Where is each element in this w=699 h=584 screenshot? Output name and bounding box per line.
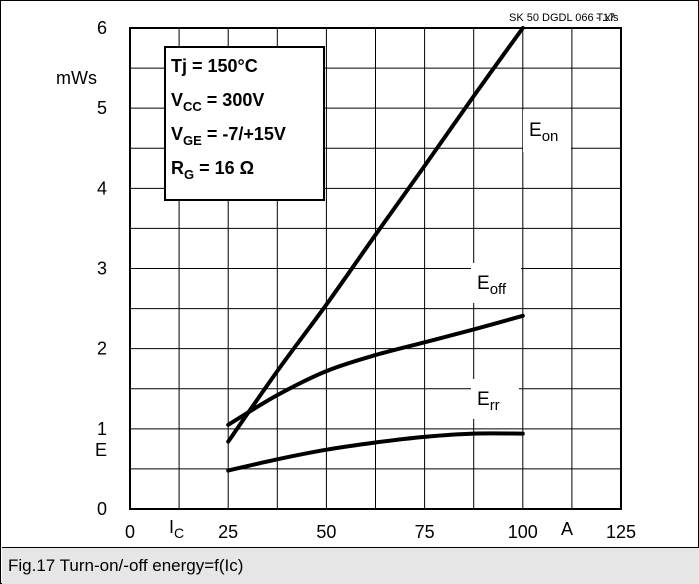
x-tick-label: 50 [316, 522, 336, 542]
y-tick-label: 1 [97, 419, 107, 439]
y-tick-label: 4 [97, 178, 107, 198]
x-axis-unit: A [561, 519, 573, 539]
x-tick-label: 75 [415, 522, 435, 542]
file-label: SK 50 DGDL 066 T.xls [509, 12, 619, 24]
curve-e-on [226, 26, 525, 444]
label-e-off: Eoff [477, 273, 507, 298]
page-label: - 17 [596, 12, 615, 24]
label-e-on-bg [523, 110, 571, 152]
y-axis-symbol: E [95, 440, 107, 460]
condition-line: Tj = 150°C [171, 56, 258, 76]
label-e-on: Eon [529, 120, 558, 145]
axis-labels: mWs E IC A [56, 68, 573, 541]
condition-line: VCC = 300V [171, 90, 264, 114]
curve-e-off [226, 313, 525, 427]
x-tick-label: 100 [508, 522, 538, 542]
y-axis-unit: mWs [56, 68, 97, 88]
series-lines [226, 26, 525, 473]
curve-e-rr [226, 431, 525, 473]
conditions-box: Tj = 150°C VCC = 300V VGE = -7/+15V RG = 16… [164, 46, 325, 201]
y-tick-label: 3 [97, 259, 107, 279]
plot-border [129, 27, 622, 510]
x-tick-label: 125 [606, 522, 636, 542]
series-labels: Eon Eoff Err [471, 110, 571, 419]
x-tick-label: 0 [125, 522, 135, 542]
y-tick-label: 6 [97, 18, 107, 38]
grid [129, 27, 622, 510]
label-e-rr-bg [471, 379, 519, 419]
conditions-box-border [164, 46, 325, 201]
condition-line: RG = 16 Ω [171, 158, 254, 182]
y-tick-label: 5 [97, 98, 107, 118]
label-e-rr: Err [477, 389, 500, 414]
figure-caption: Fig.17 Turn-on/-off energy=f(Ic) [2, 547, 699, 584]
y-tick-label: 0 [97, 499, 107, 519]
chart-svg: 0 25 50 75 100 125 0 1 2 3 4 5 6 mWs E IC A Tj = 150°C V… [56, 12, 636, 542]
label-e-off-bg [471, 263, 521, 303]
tick-labels: 0 25 50 75 100 125 0 1 2 3 4 5 6 [97, 18, 636, 542]
x-axis-symbol: IC [169, 517, 184, 541]
condition-line: VGE = -7/+15V [171, 124, 286, 148]
x-tick-label: 25 [218, 522, 238, 542]
y-tick-label: 2 [97, 339, 107, 359]
